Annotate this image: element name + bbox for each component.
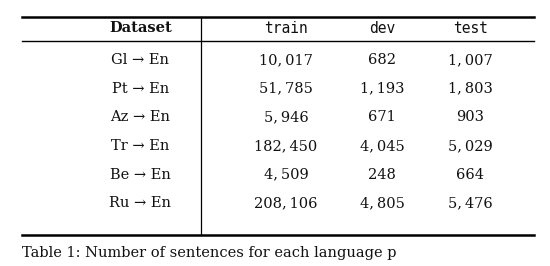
Text: dev: dev	[369, 21, 395, 36]
Text: Gl → En: Gl → En	[111, 53, 169, 67]
Text: 208, 106: 208, 106	[254, 197, 318, 210]
Text: 1, 193: 1, 193	[360, 82, 404, 95]
Text: 1, 803: 1, 803	[448, 82, 493, 95]
Text: 182, 450: 182, 450	[254, 139, 318, 153]
Text: 4, 045: 4, 045	[360, 139, 405, 153]
Text: Pt → En: Pt → En	[112, 82, 169, 95]
Text: 5, 476: 5, 476	[448, 197, 493, 210]
Text: Be → En: Be → En	[110, 168, 170, 182]
Text: test: test	[453, 21, 488, 36]
Text: 10, 017: 10, 017	[259, 53, 313, 67]
Text: Ru → En: Ru → En	[109, 197, 171, 210]
Text: train: train	[264, 21, 308, 36]
Text: Az → En: Az → En	[110, 110, 170, 124]
Text: 4, 509: 4, 509	[263, 168, 309, 182]
Text: 682: 682	[368, 53, 396, 67]
Text: 248: 248	[368, 168, 396, 182]
Text: 51, 785: 51, 785	[259, 82, 313, 95]
Text: 903: 903	[456, 110, 484, 124]
Text: Dataset: Dataset	[109, 22, 172, 35]
Text: 5, 029: 5, 029	[448, 139, 493, 153]
Text: 664: 664	[456, 168, 484, 182]
Text: 4, 805: 4, 805	[360, 197, 405, 210]
Text: Table 1: Number of sentences for each language p: Table 1: Number of sentences for each la…	[22, 246, 397, 260]
Text: 5, 946: 5, 946	[263, 110, 309, 124]
Text: Tr → En: Tr → En	[111, 139, 169, 153]
Text: 1, 007: 1, 007	[448, 53, 493, 67]
Text: 671: 671	[368, 110, 396, 124]
